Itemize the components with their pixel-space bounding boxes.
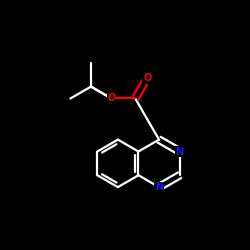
Text: N: N [155, 182, 163, 192]
Text: O: O [143, 73, 151, 83]
Text: O: O [108, 94, 116, 104]
Text: N: N [176, 146, 184, 156]
